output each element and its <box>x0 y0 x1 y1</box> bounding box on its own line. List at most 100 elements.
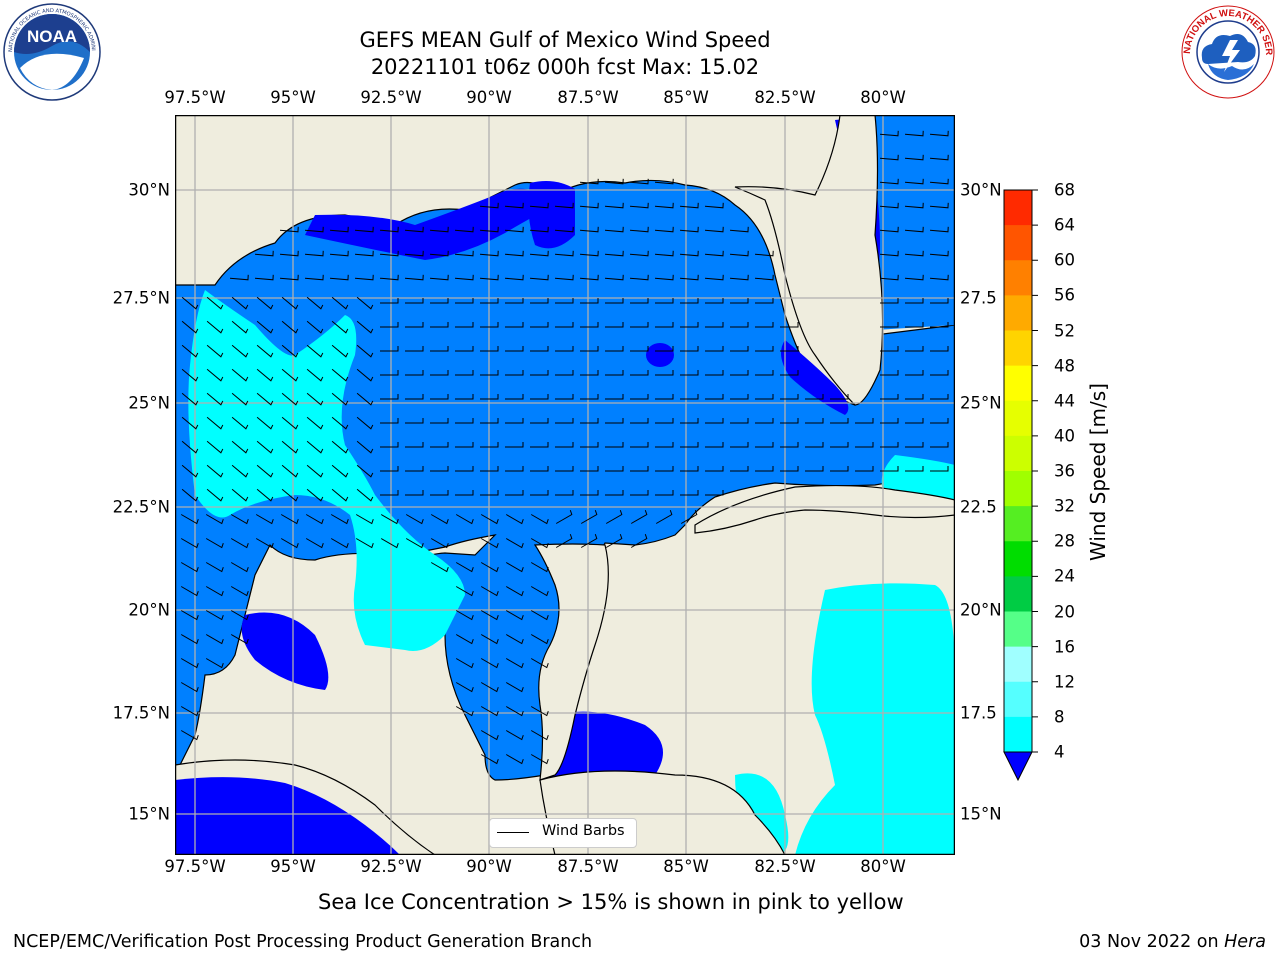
wind-barb <box>904 226 924 233</box>
wind-barb <box>755 346 774 352</box>
wind-barb <box>255 514 274 525</box>
wind-barb <box>354 250 374 257</box>
chart-subtitle: 20221101 t06z 000h fcst Max: 15.02 <box>370 55 760 79</box>
wind-barb <box>855 466 874 472</box>
date-line: 03 Nov 2022 on Hera <box>1079 932 1266 952</box>
wind-barb <box>180 706 199 717</box>
wind-barb <box>905 346 924 352</box>
florida-land <box>734 115 884 406</box>
wind-barb <box>279 226 299 233</box>
wind-barb <box>555 394 574 400</box>
lat-label-left: 27.5°N <box>112 288 170 308</box>
wind-barb <box>529 250 549 257</box>
colorbar-tick-label: 44 <box>1054 391 1075 411</box>
wind-barb <box>230 610 249 621</box>
wind-barb <box>430 538 449 549</box>
wind-barb <box>256 488 274 502</box>
wind-barb <box>430 370 449 376</box>
wind-barb <box>505 682 524 693</box>
lat-label-right: 20°N <box>960 600 1002 620</box>
wind-barb <box>930 418 949 424</box>
wind-barb <box>505 634 524 645</box>
wind-barb <box>455 562 474 573</box>
wind-barb <box>331 368 349 382</box>
wind-barb <box>180 634 199 645</box>
wind-barb <box>354 226 374 233</box>
wind-barb <box>705 298 724 304</box>
wind-barb <box>630 534 648 548</box>
wind-barb <box>905 322 924 328</box>
wind-barb <box>256 464 274 478</box>
wind-barb <box>356 344 374 358</box>
wind-barb <box>879 154 899 161</box>
wind-barb <box>380 370 399 376</box>
wind-barb <box>605 346 624 352</box>
wind-barb <box>180 658 199 669</box>
wind-barb <box>354 274 374 281</box>
wind-barb <box>530 754 549 765</box>
wind-barb <box>280 538 299 549</box>
wind-barb <box>505 754 524 765</box>
wind-barb <box>181 416 199 430</box>
wind-barb <box>480 298 499 304</box>
wind-barb <box>505 514 524 525</box>
wind-barb <box>380 346 399 352</box>
wind-barb <box>880 466 899 472</box>
colorbar-tick-label: 48 <box>1054 356 1075 376</box>
wind-barb <box>604 250 624 257</box>
wind-barb <box>331 320 349 334</box>
wind-barb <box>905 442 924 448</box>
wind-barb <box>205 634 224 645</box>
wind-barb <box>655 418 674 424</box>
wind-barb <box>604 178 624 185</box>
wind-barb <box>629 202 649 209</box>
wind-barb <box>454 250 474 257</box>
wind-barb <box>304 250 324 257</box>
wind-barb <box>181 368 199 382</box>
lat-label-right: 22.5 <box>960 497 997 517</box>
wind-barb <box>231 368 249 382</box>
wind-barb <box>729 250 749 257</box>
date-text: 03 Nov 2022 on <box>1079 932 1225 952</box>
lon-label-bottom: 80°W <box>860 857 906 876</box>
wind-barb <box>530 706 549 717</box>
wind-barb <box>730 370 749 376</box>
wind-barb <box>704 202 724 209</box>
wind-barb <box>554 250 574 257</box>
wind-barb <box>529 202 549 209</box>
wind-barb <box>654 250 674 257</box>
wind-barb <box>805 394 824 400</box>
wind-barb <box>505 658 524 669</box>
wind-barb <box>704 226 724 233</box>
wind-barb <box>255 538 274 549</box>
graticule <box>175 115 955 855</box>
wind-barb <box>205 658 224 669</box>
wind-barb <box>455 586 474 597</box>
wind-barb <box>655 298 674 304</box>
wind-barb <box>430 394 449 400</box>
wind-barb <box>630 394 649 400</box>
wind-barb <box>405 418 424 424</box>
lat-label-left: 22.5°N <box>112 497 170 517</box>
wind-barb <box>580 394 599 400</box>
wind-barb <box>231 392 249 406</box>
wind-barb <box>780 394 799 400</box>
wind-barb <box>930 322 949 328</box>
wind-barb <box>904 250 924 257</box>
wind-barb <box>455 466 474 472</box>
wind-barb <box>480 658 499 669</box>
wind-barb <box>281 368 299 382</box>
wind-barb <box>181 392 199 406</box>
wind-barb <box>306 368 324 382</box>
wind-barb <box>356 464 374 478</box>
wind-barb <box>580 322 599 328</box>
colorbar-tick-label: 12 <box>1054 672 1075 692</box>
wind-barb <box>331 416 349 430</box>
colorbar-segment <box>1004 225 1032 261</box>
wind-barb <box>655 490 674 496</box>
lat-label-left: 15°N <box>128 804 170 824</box>
wind-barb <box>680 394 699 400</box>
wind-barb <box>554 226 574 233</box>
wind-barbs <box>180 130 949 765</box>
wind-barb <box>555 442 574 448</box>
